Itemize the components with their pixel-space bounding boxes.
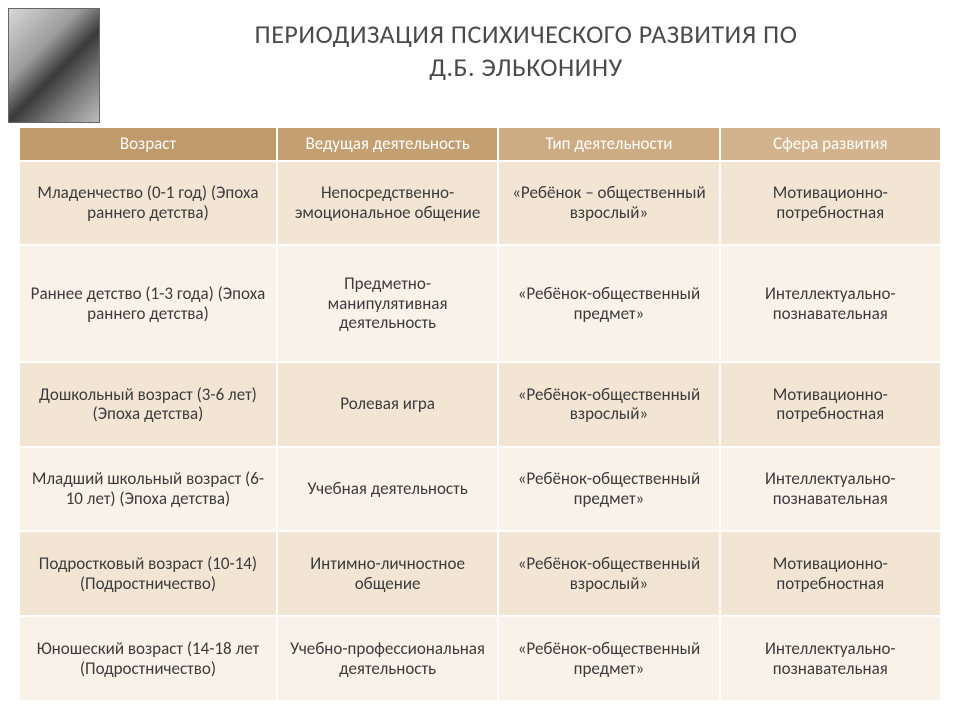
slide-title-area: ПЕРИОДИЗАЦИЯ ПСИХИЧЕСКОГО РАЗВИТИЯ ПО Д.… [110, 18, 942, 83]
table-row: Младенчество (0-1 год) (Эпоха раннего де… [20, 162, 940, 245]
col-header-type: Тип деятельности [499, 128, 718, 160]
cell-type: «Ребёнок-общественный взрослый» [499, 532, 718, 615]
table-row: Дошкольный возраст (3-6 лет) (Эпоха детс… [20, 363, 940, 446]
author-portrait [8, 8, 100, 123]
cell-lead: Ролевая игра [278, 363, 497, 446]
cell-sphere: Мотивационно-потребностная [721, 363, 940, 446]
cell-sphere: Мотивационно-потребностная [721, 162, 940, 245]
title-line-2: Д.Б. ЭЛЬКОНИНУ [429, 51, 623, 83]
title-line-1: ПЕРИОДИЗАЦИЯ ПСИХИЧЕСКОГО РАЗВИТИЯ ПО [255, 18, 798, 50]
table-header-row: Возраст Ведущая деятельность Тип деятель… [20, 128, 940, 160]
cell-type: «Ребёнок – общественный взрослый» [499, 162, 718, 245]
cell-age: Подростковый возраст (10-14) (Подростнич… [20, 532, 276, 615]
cell-lead: Учебно-профессиональная деятельность [278, 617, 497, 700]
cell-lead: Учебная деятельность [278, 448, 497, 531]
table-row: Юношеский возраст (14-18 лет (Подростнич… [20, 617, 940, 700]
col-header-age: Возраст [20, 128, 276, 160]
col-header-lead: Ведущая деятельность [278, 128, 497, 160]
table-body: Младенчество (0-1 год) (Эпоха раннего де… [20, 162, 940, 700]
cell-lead: Непосредственно-эмоциональное общение [278, 162, 497, 245]
cell-age: Раннее детство (1-3 года) (Эпоха раннего… [20, 246, 276, 360]
col-header-sphere: Сфера развития [721, 128, 940, 160]
cell-type: «Ребёнок-общественный предмет» [499, 448, 718, 531]
cell-sphere: Мотивационно-потребностная [721, 532, 940, 615]
slide-title: ПЕРИОДИЗАЦИЯ ПСИХИЧЕСКОГО РАЗВИТИЯ ПО Д.… [110, 18, 942, 83]
table-row: Подростковый возраст (10-14) (Подростнич… [20, 532, 940, 615]
table-row: Раннее детство (1-3 года) (Эпоха раннего… [20, 246, 940, 360]
cell-lead: Предметно-манипулятивная деятельность [278, 246, 497, 360]
periodization-table-wrap: Возраст Ведущая деятельность Тип деятель… [18, 126, 942, 702]
cell-type: «Ребёнок-общественный предмет» [499, 246, 718, 360]
cell-age: Юношеский возраст (14-18 лет (Подростнич… [20, 617, 276, 700]
table-row: Младший школьный возраст (6-10 лет) (Эпо… [20, 448, 940, 531]
cell-age: Младший школьный возраст (6-10 лет) (Эпо… [20, 448, 276, 531]
cell-sphere: Интеллектуально-познавательная [721, 617, 940, 700]
cell-lead: Интимно-личностное общение [278, 532, 497, 615]
periodization-table: Возраст Ведущая деятельность Тип деятель… [18, 126, 942, 702]
cell-age: Младенчество (0-1 год) (Эпоха раннего де… [20, 162, 276, 245]
slide: ПЕРИОДИЗАЦИЯ ПСИХИЧЕСКОГО РАЗВИТИЯ ПО Д.… [0, 0, 960, 720]
cell-type: «Ребёнок-общественный предмет» [499, 617, 718, 700]
cell-sphere: Интеллектуально-познавательная [721, 448, 940, 531]
cell-type: «Ребёнок-общественный взрослый» [499, 363, 718, 446]
cell-age: Дошкольный возраст (3-6 лет) (Эпоха детс… [20, 363, 276, 446]
cell-sphere: Интеллектуально-познавательная [721, 246, 940, 360]
